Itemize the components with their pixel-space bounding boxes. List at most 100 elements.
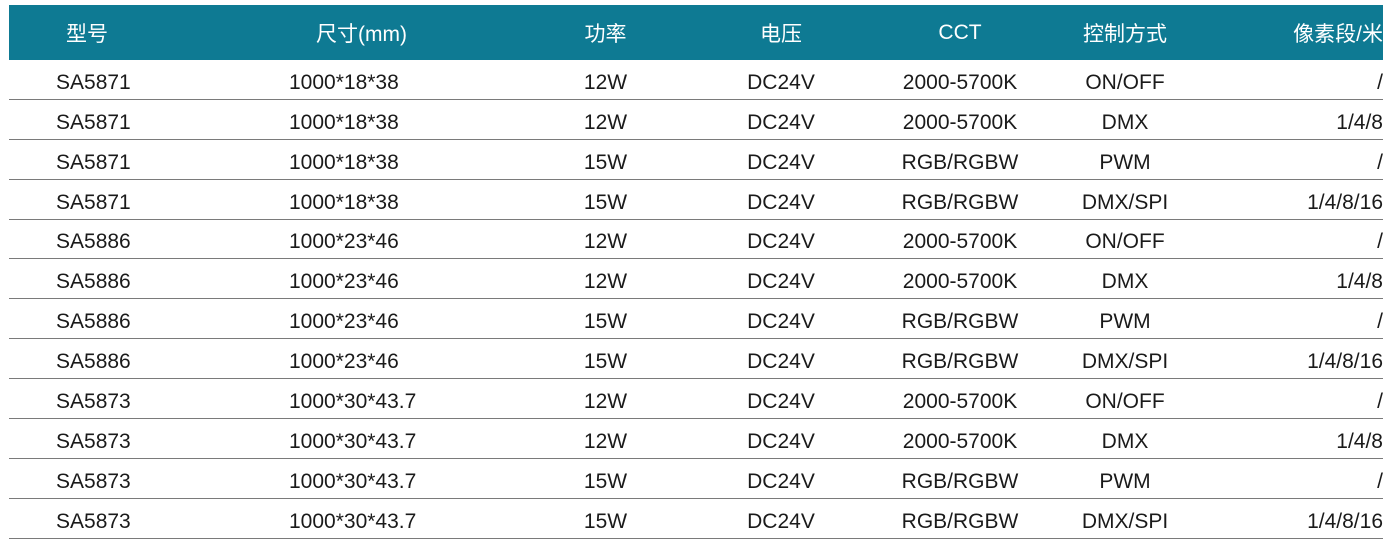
header-pixel-segments: 像素段/米: [1293, 22, 1383, 46]
cell-pixel-segments: 1/4/8: [1336, 429, 1383, 453]
cell-pixel-segments: /: [1377, 469, 1383, 493]
cell-power: 12W: [583, 110, 628, 134]
cell-cct: RGB/RGBW: [901, 310, 1019, 334]
cell-cct: RGB/RGBW: [901, 190, 1019, 214]
header-voltage: 电压: [760, 22, 802, 46]
table-row: SA5873 1000*30*43.7 12W DC24V 2000-5700K ON/O…: [9, 379, 1383, 420]
cell-dimensions: 1000*18*38: [289, 70, 399, 94]
header-dimensions: 尺寸(mm): [316, 22, 407, 46]
cell-control-mode: DMX/SPI: [1081, 350, 1169, 374]
cell-cct: 2000-5700K: [902, 429, 1018, 453]
cell-pixel-segments: 1/4/8: [1336, 110, 1383, 134]
cell-cct: 2000-5700K: [902, 270, 1018, 294]
cell-voltage: DC24V: [747, 150, 815, 174]
cell-power: 15W: [583, 150, 628, 174]
cell-power: 12W: [583, 270, 628, 294]
cell-power: 15W: [583, 469, 628, 493]
cell-power: 12W: [583, 70, 628, 94]
cell-model: SA5871: [56, 190, 131, 214]
cell-dimensions: 1000*30*43.7: [289, 390, 417, 414]
cell-power: 12W: [583, 429, 628, 453]
table-body: SA5871 1000*18*38 12W DC24V 2000-5700K ON/OFF…: [9, 60, 1383, 539]
cell-pixel-segments: 1/4/8/16: [1307, 190, 1383, 214]
cell-dimensions: 1000*23*46: [289, 310, 399, 334]
cell-dimensions: 1000*23*46: [289, 230, 399, 254]
table-row: SA5886 1000*23*46 12W DC24V 2000-5700K DMX 1/4…: [9, 259, 1383, 300]
table-row: SA5873 1000*30*43.7 15W DC24V RGB/RGBW DMX/SP…: [9, 499, 1383, 539]
table-row: SA5871 1000*18*38 12W DC24V 2000-5700K DMX 1/4…: [9, 100, 1383, 140]
header-control-mode: 控制方式: [1083, 22, 1167, 46]
cell-model: SA5873: [56, 390, 131, 414]
cell-control-mode: PWM: [1099, 310, 1151, 334]
cell-cct: RGB/RGBW: [901, 509, 1019, 533]
cell-model: SA5886: [56, 310, 131, 334]
cell-control-mode: DMX: [1101, 270, 1149, 294]
table-row: SA5886 1000*23*46 15W DC24V RGB/RGBW DMX/SPI 1…: [9, 339, 1383, 380]
cell-model: SA5873: [56, 509, 131, 533]
cell-dimensions: 1000*18*38: [289, 190, 399, 214]
table-row: SA5873 1000*30*43.7 15W DC24V RGB/RGBW PWM /: [9, 459, 1383, 499]
cell-control-mode: DMX/SPI: [1081, 190, 1169, 214]
cell-voltage: DC24V: [747, 270, 815, 294]
cell-control-mode: DMX: [1101, 110, 1149, 134]
cell-dimensions: 1000*23*46: [289, 350, 399, 374]
cell-dimensions: 1000*30*43.7: [289, 469, 417, 493]
table-header: 型号 尺寸(mm) 功率 电压 CCT 控制方式 像素段/米: [9, 5, 1383, 60]
cell-pixel-segments: /: [1377, 390, 1383, 414]
cell-voltage: DC24V: [747, 350, 815, 374]
cell-cct: RGB/RGBW: [901, 150, 1019, 174]
cell-power: 12W: [583, 390, 628, 414]
table-row: SA5871 1000*18*38 15W DC24V RGB/RGBW PWM /: [9, 140, 1383, 180]
cell-voltage: DC24V: [747, 509, 815, 533]
cell-model: SA5873: [56, 469, 131, 493]
cell-cct: RGB/RGBW: [901, 350, 1019, 374]
table-row: SA5873 1000*30*43.7 12W DC24V 2000-5700K DMX 1…: [9, 419, 1383, 459]
cell-model: SA5886: [56, 230, 131, 254]
cell-control-mode: ON/OFF: [1085, 70, 1165, 94]
cell-voltage: DC24V: [747, 390, 815, 414]
cell-voltage: DC24V: [747, 230, 815, 254]
cell-control-mode: PWM: [1099, 469, 1151, 493]
cell-control-mode: DMX/SPI: [1081, 509, 1169, 533]
cell-pixel-segments: 1/4/8/16: [1307, 350, 1383, 374]
cell-voltage: DC24V: [747, 190, 815, 214]
cell-control-mode: ON/OFF: [1085, 390, 1165, 414]
cell-pixel-segments: /: [1377, 150, 1383, 174]
cell-control-mode: PWM: [1099, 150, 1151, 174]
cell-pixel-segments: /: [1377, 70, 1383, 94]
cell-power: 15W: [583, 350, 628, 374]
table-row: SA5871 1000*18*38 15W DC24V RGB/RGBW DMX/SPI 1…: [9, 180, 1383, 220]
product-spec-table: 型号 尺寸(mm) 功率 电压 CCT 控制方式 像素段/米 SA5871 100…: [9, 5, 1383, 539]
header-cct: CCT: [938, 20, 982, 44]
cell-power: 15W: [583, 310, 628, 334]
cell-dimensions: 1000*30*43.7: [289, 429, 417, 453]
cell-voltage: DC24V: [747, 429, 815, 453]
header-power: 功率: [584, 22, 627, 46]
cell-cct: 2000-5700K: [902, 390, 1018, 414]
cell-dimensions: 1000*23*46: [289, 270, 399, 294]
table-row: SA5871 1000*18*38 12W DC24V 2000-5700K ON/OFF…: [9, 60, 1383, 100]
cell-pixel-segments: 1/4/8/16: [1307, 509, 1383, 533]
cell-cct: RGB/RGBW: [901, 469, 1019, 493]
cell-control-mode: ON/OFF: [1085, 230, 1165, 254]
cell-voltage: DC24V: [747, 310, 815, 334]
cell-power: 15W: [583, 509, 628, 533]
cell-model: SA5886: [56, 350, 131, 374]
cell-pixel-segments: /: [1377, 230, 1383, 254]
cell-pixel-segments: /: [1377, 310, 1383, 334]
table-row: SA5886 1000*23*46 15W DC24V RGB/RGBW PWM /: [9, 299, 1383, 340]
cell-voltage: DC24V: [747, 110, 815, 134]
cell-model: SA5871: [56, 150, 131, 174]
cell-dimensions: 1000*18*38: [289, 150, 399, 174]
header-model: 型号: [66, 22, 108, 46]
cell-power: 15W: [583, 190, 628, 214]
cell-power: 12W: [583, 230, 628, 254]
cell-voltage: DC24V: [747, 70, 815, 94]
table-row: SA5886 1000*23*46 12W DC24V 2000-5700K ON/OFF…: [9, 220, 1383, 260]
cell-control-mode: DMX: [1101, 429, 1149, 453]
cell-model: SA5871: [56, 110, 131, 134]
cell-voltage: DC24V: [747, 469, 815, 493]
cell-model: SA5873: [56, 429, 131, 453]
cell-pixel-segments: 1/4/8: [1336, 270, 1383, 294]
cell-dimensions: 1000*18*38: [289, 110, 399, 134]
